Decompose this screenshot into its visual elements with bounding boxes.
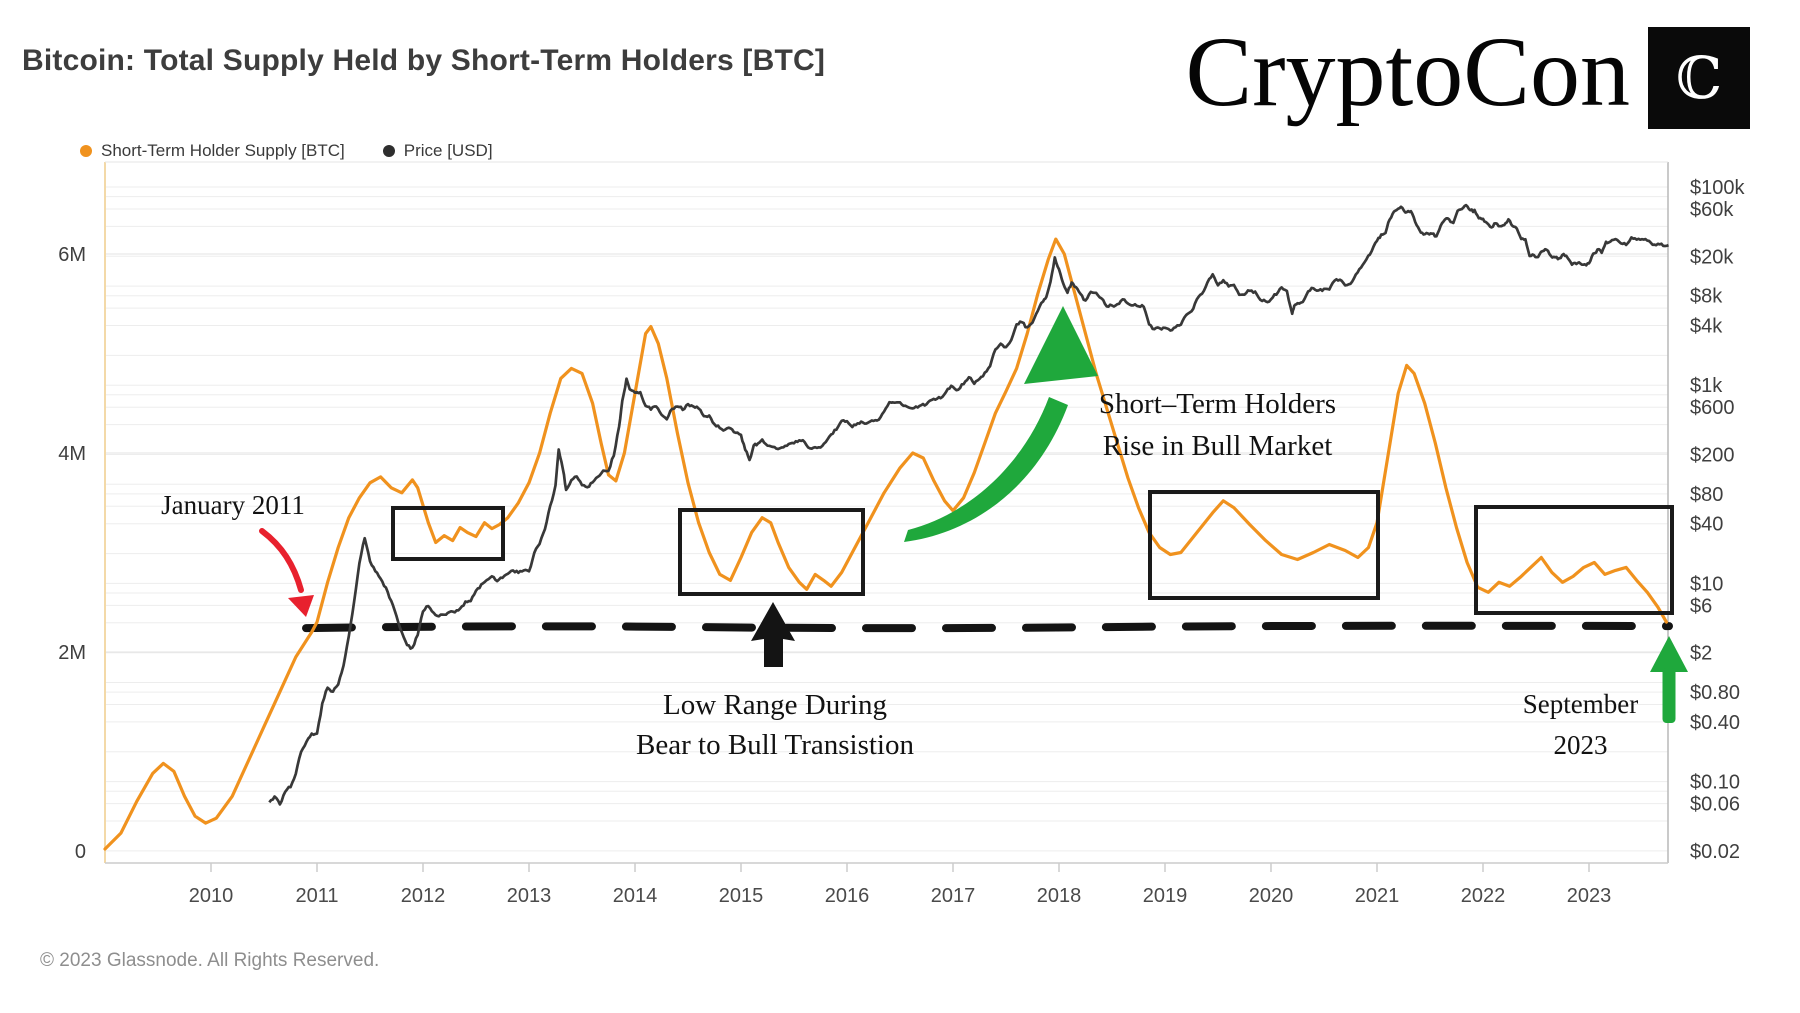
supply-series-dot-icon bbox=[80, 145, 92, 157]
left-axis-tick-label: 2M bbox=[58, 642, 86, 664]
brand-logo: ℂ bbox=[1648, 27, 1750, 129]
green-swoosh-arrow-head-icon bbox=[1024, 306, 1098, 384]
annotation-january-2011: January 2011 bbox=[161, 490, 305, 520]
page-title: Bitcoin: Total Supply Held by Short-Term… bbox=[22, 44, 826, 77]
right-axis-tick-label: $200 bbox=[1690, 444, 1735, 466]
right-axis-tick-label: $1k bbox=[1690, 375, 1723, 397]
x-axis-year-label: 2021 bbox=[1355, 885, 1400, 907]
right-axis-tick-label: $10 bbox=[1690, 573, 1723, 595]
highlight-box bbox=[678, 508, 865, 596]
legend-price-label: Price [USD] bbox=[403, 141, 493, 160]
dashed-reference-line bbox=[302, 621, 1673, 633]
legend: Short-Term Holder Supply [BTC] Price [US… bbox=[80, 141, 493, 161]
legend-item-supply: Short-Term Holder Supply [BTC] bbox=[80, 141, 345, 161]
annotation-sth-rise-line1: Short–Term Holders bbox=[1098, 388, 1337, 420]
left-axis-tick-label: 4M bbox=[58, 443, 86, 465]
x-axis-year-label: 2019 bbox=[1143, 885, 1188, 907]
annotation-low-range-line1: Low Range During bbox=[663, 689, 887, 721]
red-arrow bbox=[259, 528, 304, 593]
right-axis-tick-label: $8k bbox=[1690, 286, 1723, 308]
right-axis-tick-label: $20k bbox=[1690, 246, 1734, 268]
x-axis-year-label: 2016 bbox=[825, 885, 870, 907]
left-axis-tick-label: 0 bbox=[75, 841, 86, 863]
black-up-arrow-icon bbox=[751, 602, 795, 667]
right-axis-tick-label: $100k bbox=[1690, 177, 1745, 199]
annotation-september-line1: September bbox=[1522, 689, 1639, 719]
copyright-footer: © 2023 Glassnode. All Rights Reserved. bbox=[40, 950, 380, 971]
green-up-arrow-shaft bbox=[1662, 668, 1676, 723]
annotation-september-line2: 2023 bbox=[1553, 730, 1608, 760]
right-axis-tick-label: $6 bbox=[1690, 595, 1712, 617]
x-axis-year-label: 2023 bbox=[1567, 885, 1612, 907]
annotation-september-2023: September 2023 bbox=[1478, 684, 1683, 766]
price-series-dot-icon bbox=[382, 145, 395, 157]
highlight-box bbox=[1474, 505, 1674, 615]
annotation-sth-rise: Short–Term Holders Rise in Bull Market bbox=[1015, 383, 1420, 467]
right-axis-tick-label: $80 bbox=[1690, 484, 1723, 506]
annotation-low-range: Low Range During Bear to Bull Transistio… bbox=[570, 685, 980, 765]
right-axis-tick-label: $600 bbox=[1690, 397, 1735, 419]
x-axis-year-label: 2020 bbox=[1249, 885, 1294, 907]
left-axis-tick-label: 6M bbox=[58, 244, 86, 266]
right-axis-tick-label: $60k bbox=[1690, 199, 1734, 221]
legend-supply-label: Short-Term Holder Supply [BTC] bbox=[101, 141, 345, 160]
right-axis-tick-label: $0.10 bbox=[1690, 772, 1740, 794]
highlight-box bbox=[1148, 490, 1380, 600]
annotation-sth-rise-line2: Rise in Bull Market bbox=[1102, 430, 1333, 462]
x-axis-year-label: 2022 bbox=[1461, 885, 1506, 907]
legend-item-price: Price [USD] bbox=[382, 141, 493, 161]
red-arrow-head-icon bbox=[288, 595, 314, 617]
right-axis-tick-label: $0.06 bbox=[1690, 794, 1740, 816]
right-axis-tick-label: $0.80 bbox=[1690, 682, 1740, 704]
x-axis-year-label: 2012 bbox=[401, 885, 446, 907]
highlight-box bbox=[391, 506, 505, 561]
annotation-low-range-line2: Bear to Bull Transistion bbox=[636, 729, 914, 761]
price-series-line bbox=[268, 203, 1669, 806]
right-axis-tick-label: $2 bbox=[1690, 643, 1712, 665]
supply-series-line bbox=[103, 237, 1668, 851]
x-axis-year-label: 2017 bbox=[931, 885, 976, 907]
x-axis-year-label: 2018 bbox=[1037, 885, 1082, 907]
brand-wordmark: CryptoCon bbox=[1185, 16, 1630, 127]
right-axis-tick-label: $40 bbox=[1690, 514, 1723, 536]
x-axis-year-label: 2011 bbox=[295, 885, 338, 907]
x-axis-year-label: 2015 bbox=[719, 885, 764, 907]
brand-logo-c-icon: ℂ bbox=[1675, 44, 1723, 112]
green-swoosh-arrow-tail bbox=[904, 397, 1068, 542]
right-axis-tick-label: $0.02 bbox=[1690, 841, 1740, 863]
x-axis-year-label: 2014 bbox=[613, 885, 658, 907]
right-axis-tick-label: $0.40 bbox=[1690, 712, 1740, 734]
green-up-arrow-head-icon bbox=[1650, 636, 1688, 672]
x-axis-year-label: 2013 bbox=[507, 885, 552, 907]
right-axis-tick-label: $4k bbox=[1690, 316, 1723, 338]
x-axis-year-label: 2010 bbox=[189, 885, 234, 907]
